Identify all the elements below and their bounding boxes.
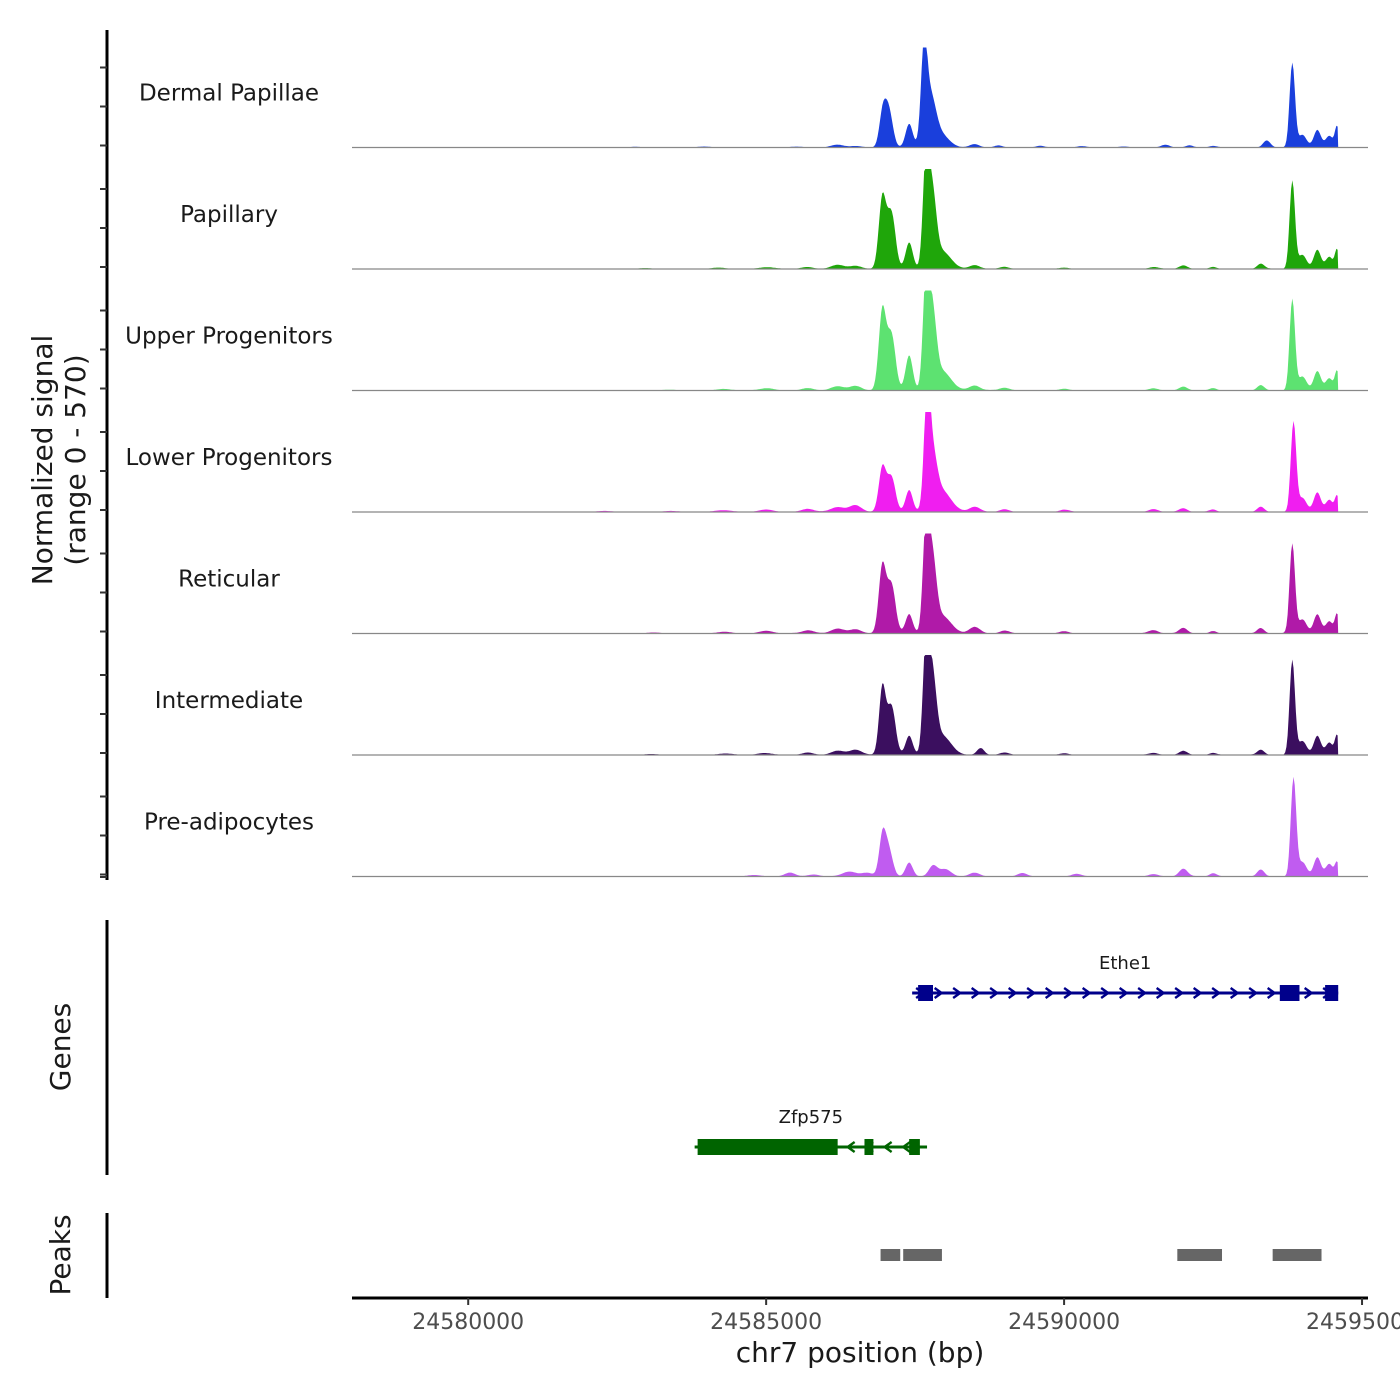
- track-papillary-label: Papillary: [180, 202, 278, 228]
- gene-ethe1-strand-chevron: [970, 987, 981, 999]
- gene-zfp575-exon: [909, 1139, 920, 1155]
- gene-ethe1-strand-chevron: [1044, 987, 1055, 999]
- gene-ethe1-strand-chevron: [1118, 987, 1129, 999]
- track-papillary-area: [352, 169, 1339, 269]
- x-tick-label: 24585000: [710, 1310, 822, 1335]
- gene-ethe1-strand-chevron: [1007, 987, 1018, 999]
- x-axis-label: chr7 position (bp): [736, 1336, 985, 1369]
- gene-ethe1-strand-chevron: [1137, 987, 1148, 999]
- peak-region: [903, 1249, 942, 1261]
- gene-track: Ethe1 Zfp575: [694, 953, 1339, 1155]
- track-intermediate: [352, 655, 1368, 756]
- track-dermal-papillae: [352, 47, 1368, 149]
- gene-ethe1-strand-chevron: [952, 987, 963, 999]
- gene-ethe1-exon: [918, 985, 933, 1001]
- gene-ethe1-strand-chevron: [1303, 987, 1314, 999]
- gene-zfp575-strand-chevron: [845, 1141, 856, 1153]
- track-upper-progenitors-area: [352, 290, 1339, 391]
- peak-track: [880, 1249, 1322, 1261]
- signal-y-axis-ticks: [100, 66, 107, 878]
- track-lower-progenitors-area: [352, 412, 1339, 512]
- track-dermal-papillae-area: [352, 47, 1339, 148]
- track-upper-progenitors-label: Upper Progenitors: [125, 324, 333, 350]
- gene-zfp575-strand-chevron: [901, 1141, 911, 1153]
- gene-zfp575-exon: [697, 1139, 838, 1155]
- track-labels: Dermal Papillae Papillary Upper Progenitor…: [125, 81, 333, 836]
- track-papillary: [352, 169, 1368, 270]
- track-reticular-label: Reticular: [178, 567, 280, 593]
- gene-ethe1-strand-chevron: [1026, 987, 1037, 999]
- gene-ethe1-strand-chevron: [1063, 987, 1074, 999]
- x-tick-label: 24580000: [412, 1310, 524, 1335]
- track-intermediate-label: Intermediate: [155, 688, 303, 714]
- gene-ethe1-strand-chevron: [1081, 987, 1092, 999]
- track-reticular-area: [352, 533, 1339, 634]
- gene-ethe1-strand-chevron: [1229, 987, 1240, 999]
- gene-ethe1: Ethe1: [912, 953, 1339, 1001]
- gene-ethe1-strand-chevron: [1155, 987, 1166, 999]
- track-intermediate-area: [352, 655, 1339, 755]
- y-axis-label-line2: (range 0 - 570): [59, 354, 92, 565]
- gene-ethe1-exon: [1325, 985, 1339, 1001]
- x-tick-label: 24590000: [1008, 1310, 1120, 1335]
- signal-tracks: [352, 47, 1368, 878]
- track-dermal-papillae-label: Dermal Papillae: [139, 81, 319, 107]
- peak-region: [1177, 1249, 1223, 1261]
- peak-region: [1272, 1249, 1322, 1261]
- genes-axis-label: Genes: [44, 1003, 77, 1091]
- track-pre-adipocytes-area: [352, 776, 1339, 877]
- peaks-axis-label: Peaks: [44, 1214, 77, 1295]
- gene-ethe1-strand-chevron: [1266, 987, 1277, 999]
- track-lower-progenitors: [352, 412, 1368, 513]
- x-axis-ticks: 24580000 24585000 24590000 24595000: [412, 1298, 1400, 1335]
- gene-zfp575-strand-chevron: [882, 1141, 893, 1153]
- track-pre-adipocytes-label: Pre-adipocytes: [144, 810, 314, 836]
- gene-zfp575-label: Zfp575: [779, 1107, 843, 1128]
- y-axis-label-line1: Normalized signal: [26, 335, 59, 586]
- gene-ethe1-strand-chevron: [933, 987, 944, 999]
- track-upper-progenitors: [352, 290, 1368, 392]
- gene-ethe1-label: Ethe1: [1099, 953, 1151, 974]
- track-lower-progenitors-label: Lower Progenitors: [126, 445, 333, 471]
- gene-ethe1-strand-chevron: [989, 987, 1000, 999]
- track-reticular: [352, 533, 1368, 635]
- gene-zfp575: Zfp575: [694, 1107, 928, 1155]
- gene-ethe1-exon: [1279, 985, 1300, 1001]
- track-pre-adipocytes: [352, 776, 1368, 878]
- gene-ethe1-strand-chevron: [1174, 987, 1185, 999]
- gene-ethe1-strand-chevron: [1192, 987, 1203, 999]
- gene-ethe1-strand-chevron: [1100, 987, 1111, 999]
- gene-zfp575-exon: [864, 1139, 874, 1155]
- peak-region: [880, 1249, 901, 1261]
- gene-ethe1-strand-chevron: [1248, 987, 1259, 999]
- x-tick-label: 24595000: [1306, 1310, 1400, 1335]
- gene-ethe1-strand-chevron: [1211, 987, 1222, 999]
